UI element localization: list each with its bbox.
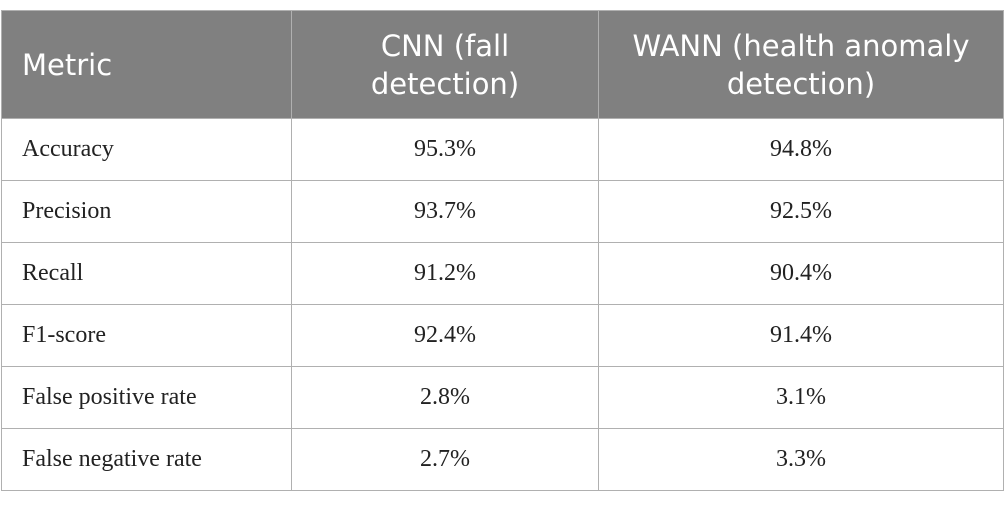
header-text: WANN (health anomaly detection): [632, 28, 970, 101]
value-cell: 94.8%: [598, 118, 1004, 181]
metric-cell: Accuracy: [1, 118, 292, 181]
table-row: F1-score 92.4% 91.4%: [1, 304, 1004, 367]
value-cell: 2.8%: [291, 366, 599, 429]
table-row: False positive rate 2.8% 3.1%: [1, 366, 1004, 429]
metric-cell: False positive rate: [1, 366, 292, 429]
value-cell: 2.7%: [291, 428, 599, 491]
header-cell: Metric: [1, 10, 292, 119]
value-cell: 91.2%: [291, 242, 599, 305]
header-cell: CNN (fall detection): [291, 10, 599, 119]
results-table: Metric CNN (fall detection) WANN (health a…: [1, 10, 1004, 491]
header-text: Metric: [22, 47, 113, 82]
value-cell: 90.4%: [598, 242, 1004, 305]
value-cell: 3.3%: [598, 428, 1004, 491]
table-row: Recall 91.2% 90.4%: [1, 242, 1004, 305]
header-row: Metric CNN (fall detection) WANN (health a…: [1, 10, 1004, 119]
header-text: CNN (fall detection): [370, 28, 520, 101]
table-row: False negative rate 2.7% 3.3%: [1, 428, 1004, 491]
metric-cell: F1-score: [1, 304, 292, 367]
value-cell: 91.4%: [598, 304, 1004, 367]
table-row: Precision 93.7% 92.5%: [1, 180, 1004, 243]
table-body: Accuracy 95.3% 94.8% Precision 93.7% 92.5% Rec…: [1, 118, 1004, 491]
value-cell: 92.4%: [291, 304, 599, 367]
value-cell: 3.1%: [598, 366, 1004, 429]
value-cell: 95.3%: [291, 118, 599, 181]
metric-cell: False negative rate: [1, 428, 292, 491]
metric-cell: Precision: [1, 180, 292, 243]
metric-cell: Recall: [1, 242, 292, 305]
value-cell: 93.7%: [291, 180, 599, 243]
value-cell: 92.5%: [598, 180, 1004, 243]
header-cell: WANN (health anomaly detection): [598, 10, 1004, 119]
table-row: Accuracy 95.3% 94.8%: [1, 118, 1004, 181]
